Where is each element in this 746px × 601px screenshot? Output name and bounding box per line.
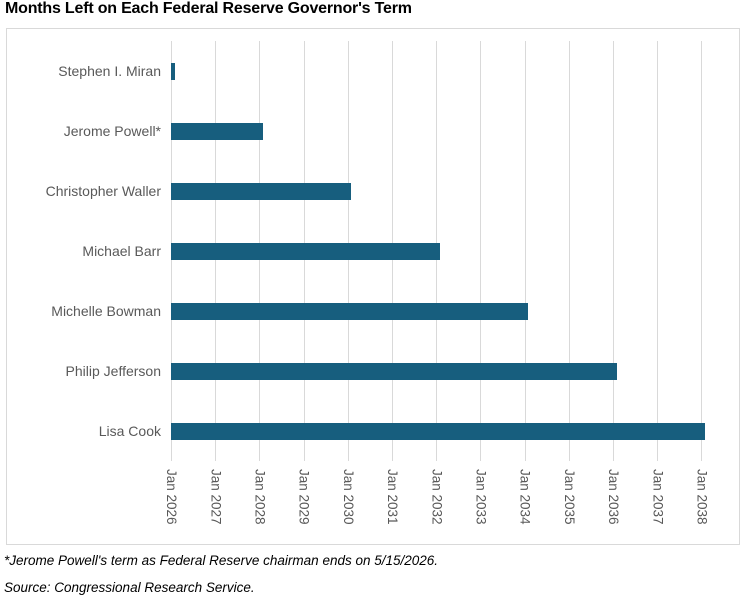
gridline: [613, 41, 614, 461]
category-label: Philip Jefferson: [65, 363, 161, 379]
chart-frame: Jan 2026 Jan 2027 Jan 2028 Jan 2029 Jan 2030…: [6, 28, 740, 545]
footnote-source: Source: Congressional Research Service.: [4, 580, 255, 595]
bar: [171, 182, 352, 200]
category-label: Christopher Waller: [45, 183, 161, 199]
x-tick-label: Jan 2035: [561, 469, 577, 525]
x-tick-label: Jan 2028: [252, 469, 268, 525]
x-tick-label: Jan 2036: [606, 469, 622, 525]
category-label: Michelle Bowman: [51, 303, 161, 319]
bar: [171, 362, 617, 380]
x-tick-label: Jan 2030: [340, 469, 356, 525]
x-tick-label: Jan 2029: [296, 469, 312, 525]
bar: [171, 122, 264, 140]
bar: [171, 62, 175, 80]
gridline: [568, 41, 570, 461]
footnote-powell-term: *Jerome Powell's term as Federal Reserve…: [4, 553, 439, 568]
bar: [171, 242, 440, 260]
gridline: [524, 41, 526, 461]
x-tick-label: Jan 2033: [473, 469, 489, 525]
bar: [171, 302, 529, 320]
x-tick-label: Jan 2038: [694, 469, 710, 525]
x-tick-label: Jan 2031: [385, 469, 401, 525]
category-label: Jerome Powell*: [63, 123, 161, 139]
category-label: Stephen I. Miran: [58, 63, 161, 79]
category-label: Michael Barr: [82, 243, 161, 259]
x-tick-label: Jan 2037: [650, 469, 666, 525]
x-tick-label: Jan 2027: [208, 469, 224, 525]
x-tick-label: Jan 2032: [429, 469, 445, 525]
gridline: [657, 41, 659, 461]
x-tick-label: Jan 2026: [164, 469, 180, 525]
category-label: Lisa Cook: [98, 423, 161, 439]
gridline: [701, 41, 703, 461]
chart-title: Months Left on Each Federal Reserve Gove…: [5, 0, 412, 17]
x-tick-label: Jan 2034: [517, 469, 533, 525]
bar: [171, 422, 706, 440]
gridline: [480, 41, 482, 461]
